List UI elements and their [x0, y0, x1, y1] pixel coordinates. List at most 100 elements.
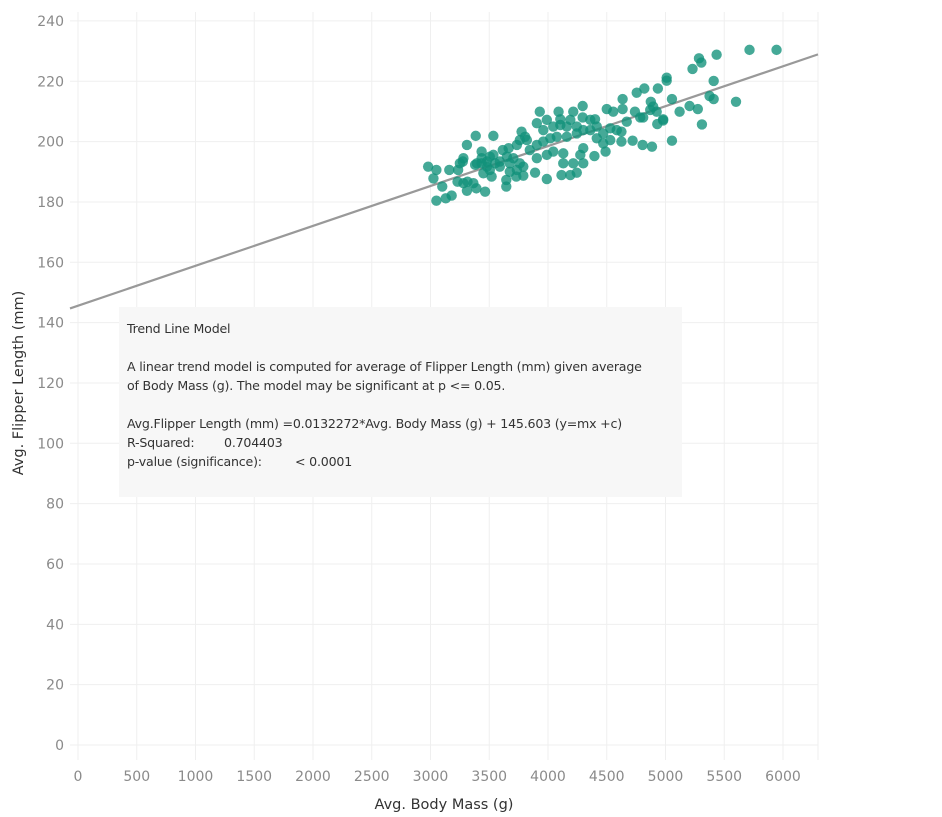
- data-point[interactable]: [730, 96, 742, 107]
- data-point[interactable]: [771, 44, 782, 56]
- x-tick-label: 0: [74, 769, 83, 785]
- data-point[interactable]: [541, 173, 553, 185]
- data-point[interactable]: [479, 186, 491, 197]
- data-point[interactable]: [666, 135, 678, 146]
- data-point[interactable]: [531, 152, 543, 164]
- y-axis-ticks: 0 20 40 60 80 100 120 140 160 180 200 220 240: [37, 14, 64, 754]
- data-point[interactable]: [575, 149, 586, 161]
- data-point[interactable]: [437, 181, 448, 192]
- data-point[interactable]: [657, 115, 669, 126]
- data-point[interactable]: [637, 139, 648, 151]
- data-point[interactable]: [548, 146, 559, 157]
- data-point[interactable]: [461, 139, 473, 151]
- data-point[interactable]: [484, 164, 496, 176]
- data-point[interactable]: [508, 152, 519, 164]
- data-point[interactable]: [503, 143, 514, 154]
- data-point[interactable]: [470, 130, 481, 142]
- tooltip-description-2: of Body Mass (g). The model may be signi…: [127, 378, 506, 393]
- data-point[interactable]: [631, 87, 642, 98]
- data-point[interactable]: [511, 164, 523, 176]
- data-point[interactable]: [605, 134, 616, 146]
- data-point[interactable]: [431, 195, 442, 206]
- data-point[interactable]: [558, 158, 569, 169]
- data-point[interactable]: [538, 124, 549, 136]
- gridlines: [70, 12, 819, 760]
- data-point[interactable]: [488, 149, 499, 161]
- data-point[interactable]: [661, 75, 672, 86]
- data-point[interactable]: [501, 174, 512, 186]
- data-point[interactable]: [627, 135, 638, 146]
- tooltip-r-squared: R-Squared: 0.704403: [127, 433, 674, 452]
- data-point[interactable]: [561, 131, 572, 142]
- data-point[interactable]: [611, 124, 622, 136]
- data-point[interactable]: [652, 83, 664, 94]
- x-tick-label: 500: [123, 769, 150, 785]
- x-tick-label: 1500: [236, 769, 272, 785]
- data-point[interactable]: [578, 158, 589, 169]
- y-tick-label: 60: [46, 557, 64, 573]
- tooltip-title: Trend Line Model: [127, 321, 231, 336]
- data-point[interactable]: [577, 100, 588, 112]
- data-point[interactable]: [651, 106, 662, 117]
- p-value-label: p-value (significance):: [127, 454, 262, 469]
- data-point[interactable]: [589, 150, 600, 162]
- data-point[interactable]: [534, 106, 545, 117]
- data-point[interactable]: [744, 44, 755, 56]
- data-point[interactable]: [529, 167, 541, 178]
- data-point[interactable]: [558, 148, 569, 159]
- data-point[interactable]: [600, 146, 611, 157]
- x-tick-label: 4500: [589, 769, 625, 785]
- data-point[interactable]: [551, 131, 563, 142]
- data-point[interactable]: [428, 173, 439, 184]
- data-point[interactable]: [568, 158, 579, 169]
- data-point[interactable]: [708, 75, 719, 87]
- data-point[interactable]: [646, 141, 658, 152]
- y-tick-label: 220: [37, 74, 64, 90]
- data-point[interactable]: [541, 114, 553, 126]
- data-point[interactable]: [458, 178, 469, 189]
- trend-line-tooltip: Trend Line Model A linear trend model is…: [119, 307, 682, 497]
- data-point[interactable]: [561, 121, 572, 132]
- data-point[interactable]: [556, 169, 567, 181]
- data-point[interactable]: [674, 106, 685, 117]
- x-axis-title: Avg. Body Mass (g): [375, 797, 514, 813]
- data-point[interactable]: [568, 106, 579, 117]
- data-point[interactable]: [444, 164, 455, 176]
- p-value-value: < 0.0001: [295, 454, 353, 469]
- data-point[interactable]: [431, 164, 442, 176]
- data-point[interactable]: [696, 119, 708, 130]
- data-point[interactable]: [708, 93, 719, 105]
- data-point[interactable]: [711, 49, 722, 60]
- data-point[interactable]: [684, 100, 695, 112]
- data-point[interactable]: [616, 136, 627, 147]
- data-point[interactable]: [571, 121, 582, 132]
- data-point[interactable]: [639, 83, 650, 94]
- data-point[interactable]: [617, 93, 628, 105]
- y-tick-label: 240: [37, 14, 64, 30]
- data-point[interactable]: [608, 106, 619, 117]
- data-point[interactable]: [687, 63, 698, 75]
- data-point[interactable]: [666, 93, 678, 105]
- data-point[interactable]: [468, 178, 479, 189]
- data-point[interactable]: [589, 114, 601, 125]
- data-point[interactable]: [454, 158, 466, 169]
- data-point[interactable]: [488, 130, 499, 142]
- data-point[interactable]: [446, 190, 457, 201]
- data-point[interactable]: [571, 167, 582, 178]
- data-point[interactable]: [521, 134, 533, 146]
- data-point[interactable]: [617, 103, 628, 115]
- trend-line[interactable]: [69, 53, 819, 310]
- data-point[interactable]: [692, 103, 704, 115]
- data-point[interactable]: [696, 57, 707, 68]
- data-point[interactable]: [422, 161, 434, 172]
- tooltip-equation: Avg.Flipper Length (mm) =0.0132272*Avg. …: [127, 416, 622, 431]
- y-tick-label: 0: [55, 738, 64, 754]
- data-point[interactable]: [531, 117, 543, 129]
- y-axis-title: Avg. Flipper Length (mm): [11, 291, 27, 476]
- data-point[interactable]: [621, 116, 632, 127]
- data-point[interactable]: [476, 158, 487, 169]
- y-tick-label: 140: [37, 316, 64, 332]
- x-tick-label: 4000: [530, 769, 566, 785]
- data-point[interactable]: [637, 112, 649, 123]
